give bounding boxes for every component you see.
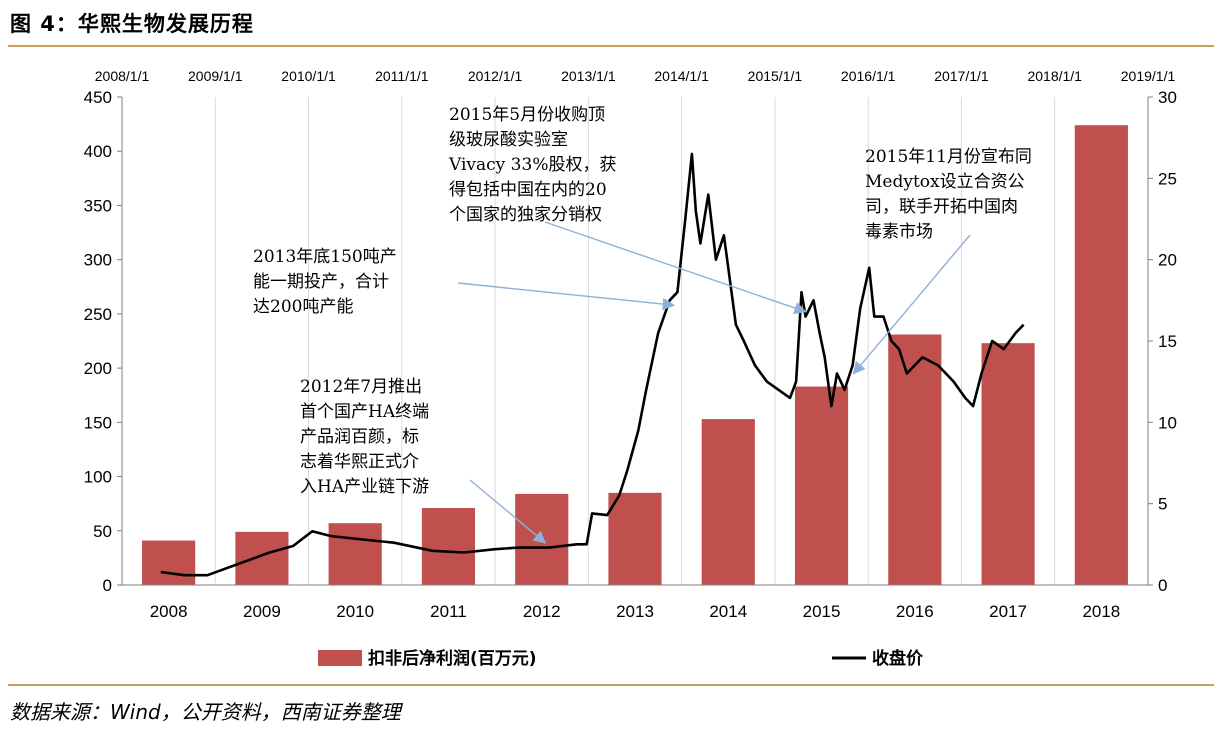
annotation-line: 个国家的独家分销权 [449, 205, 602, 225]
source-note: 数据来源：Wind，公开资料，西南证券整理 [10, 700, 401, 724]
bar-2011 [421, 508, 476, 585]
right-tick-label: 20 [1158, 251, 1177, 270]
left-tick-label: 400 [84, 142, 112, 161]
annotation-line: 产品润百颜，标 [300, 427, 419, 447]
annotation-line: 毒素市场 [865, 222, 933, 242]
top-axis-label: 2011/1/1 [375, 68, 429, 84]
left-tick-label: 200 [84, 359, 112, 378]
left-tick-label: 350 [84, 196, 112, 215]
legend-bar-swatch [318, 650, 362, 666]
bar-2015 [794, 386, 849, 585]
top-axis-label: 2013/1/1 [561, 68, 616, 84]
price-line [160, 152, 1025, 577]
category-label: 2010 [336, 602, 374, 621]
top-axis-label: 2017/1/1 [934, 68, 989, 84]
annotation-line: Vivacy 33%股权，获 [448, 155, 616, 175]
category-label: 2018 [1082, 602, 1120, 621]
legend-bar-label: 扣非后净利润(百万元) [368, 648, 537, 669]
category-label: 2014 [709, 602, 747, 621]
right-tick-label: 30 [1158, 88, 1177, 107]
annotation-line: 达200吨产能 [253, 297, 353, 317]
bar-2010 [328, 523, 382, 585]
annotation-arrow [457, 282, 676, 311]
bar-2014 [701, 419, 755, 585]
category-label: 2009 [243, 602, 281, 621]
annotation-line: 能一期投产，合计 [253, 272, 389, 292]
bar-2013 [608, 492, 662, 585]
right-tick-label: 10 [1158, 413, 1177, 432]
top-axis-label: 2012/1/1 [468, 68, 523, 84]
annotation-line: 入HA产业链下游 [300, 477, 429, 497]
top-axis-label: 2009/1/1 [188, 68, 243, 84]
right-tick-label: 0 [1158, 576, 1167, 595]
bottom-rule [8, 684, 1214, 686]
annotation-line: 得包括中国在内的20 [449, 180, 607, 200]
bar-2008 [142, 540, 196, 585]
left-tick-label: 50 [93, 522, 112, 541]
top-axis-label: 2014/1/1 [654, 68, 709, 84]
category-label: 2015 [803, 602, 841, 621]
top-axis-label: 2015/1/1 [748, 68, 803, 84]
left-tick-label: 300 [84, 251, 112, 270]
category-label: 2013 [616, 602, 654, 621]
right-tick-label: 25 [1158, 169, 1177, 188]
top-axis-label: 2010/1/1 [281, 68, 336, 84]
left-tick-label: 100 [84, 468, 112, 487]
chart: 0 50 100 150 200 250 300 350 400 450 0 5 10 15 20 25 30 2… [84, 68, 1177, 669]
bar-2009 [235, 531, 289, 585]
legend-line-label: 收盘价 [872, 648, 924, 669]
category-label: 2011 [430, 602, 467, 621]
top-axis-label: 2018/1/1 [1027, 68, 1082, 84]
category-label: 2008 [150, 602, 188, 621]
top-rule [8, 45, 1214, 47]
left-tick-label: 250 [84, 305, 112, 324]
category-label: 2012 [523, 602, 561, 621]
bar-2017 [981, 343, 1035, 585]
annotation-line: 司，联手开拓中国肉 [865, 197, 1018, 217]
annotation-line: 2015年5月份收购顶 [449, 105, 605, 125]
annotation-arrow [544, 221, 807, 315]
annotation-arrow [469, 479, 547, 544]
top-axis-label: 2016/1/1 [841, 68, 896, 84]
right-tick-label: 5 [1158, 495, 1167, 514]
annotation-arrow [852, 234, 971, 375]
annotation-line: 2012年7月推出 [300, 377, 422, 397]
top-axis-label: 2019/1/1 [1121, 68, 1176, 84]
annotation-line: 首个国产HA终端 [300, 402, 429, 422]
annotation-line: 志着华熙正式介 [300, 452, 419, 472]
annotation-line: 2013年底150吨产 [253, 247, 397, 267]
annotation-line: 级玻尿酸实验室 [449, 130, 568, 150]
right-tick-label: 15 [1158, 332, 1177, 351]
left-tick-label: 0 [103, 576, 112, 595]
figure-title: 图 4：华熙生物发展历程 [10, 12, 254, 36]
category-label: 2017 [989, 602, 1027, 621]
annotation-line: Medytox设立合资公 [865, 172, 1025, 192]
bar-2018 [1074, 125, 1128, 585]
bar-2016 [888, 334, 942, 585]
top-axis-label: 2008/1/1 [95, 68, 150, 84]
left-tick-label: 450 [84, 88, 112, 107]
category-label: 2016 [896, 602, 934, 621]
left-tick-label: 150 [84, 413, 112, 432]
annotation-line: 2015年11月份宣布同 [865, 147, 1032, 167]
